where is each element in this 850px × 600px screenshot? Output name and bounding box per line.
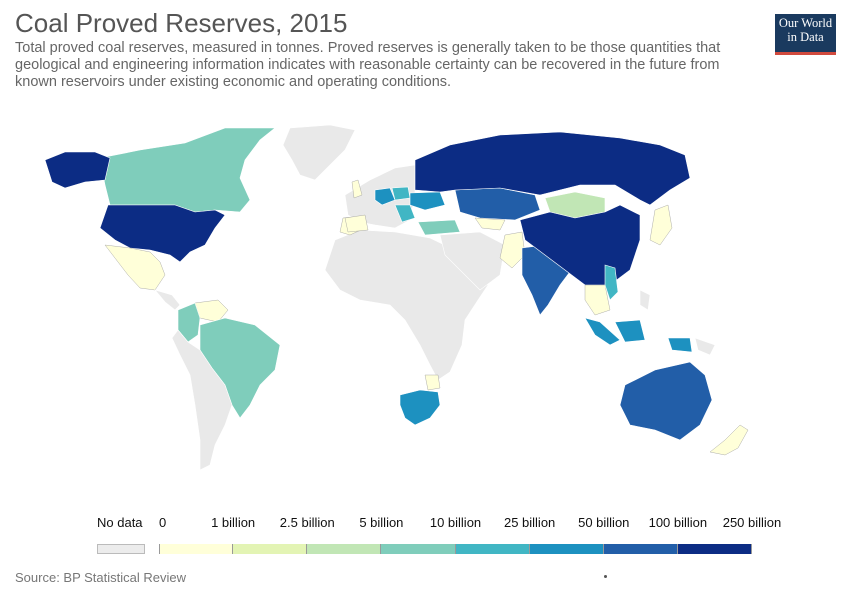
legend-color-bin[interactable]	[677, 544, 752, 554]
source-note[interactable]: Source: BP Statistical Review	[15, 570, 186, 585]
legend-color-bin[interactable]	[455, 544, 530, 554]
new-zealand-region[interactable]	[709, 424, 749, 456]
owid-logo[interactable]: Our World in Data	[775, 14, 836, 55]
legend-break-label: 1 billion	[211, 515, 256, 530]
china-region[interactable]	[519, 204, 641, 286]
legend-no-data-label: No data	[97, 515, 143, 530]
japan-region[interactable]	[649, 204, 673, 246]
canada-region[interactable]	[99, 127, 276, 213]
timeline-dot	[604, 575, 607, 578]
south-africa-region[interactable]	[399, 389, 441, 426]
south-america-other-region[interactable]	[171, 329, 233, 471]
vietnam-region[interactable]	[604, 264, 619, 301]
spain-region[interactable]	[344, 214, 369, 233]
turkey-region[interactable]	[417, 219, 461, 236]
mexico-region[interactable]	[104, 244, 166, 291]
legend-break-label: 50 billion	[578, 515, 630, 530]
color-legend: No data 0 1 billion 2.5 billion 5 billion 10…	[0, 510, 850, 560]
middle-east-region[interactable]	[439, 231, 506, 291]
africa-region[interactable]	[324, 229, 489, 381]
legend-color-bin[interactable]	[233, 544, 308, 554]
logo-line-1: Our World	[778, 16, 833, 30]
legend-color-bin[interactable]	[159, 544, 234, 554]
germany-region[interactable]	[374, 187, 396, 206]
united-states-region[interactable]	[99, 204, 226, 263]
russia-region[interactable]	[414, 131, 691, 206]
thailand-region[interactable]	[584, 284, 611, 316]
uzbekistan-region[interactable]	[474, 217, 506, 231]
indonesia-region[interactable]	[584, 317, 693, 353]
alaska-region[interactable]	[44, 151, 111, 189]
legend-break-label: 250 billion	[722, 515, 782, 530]
zimbabwe-region[interactable]	[424, 374, 441, 391]
chart-subtitle: Total proved coal reserves, measured in …	[15, 40, 721, 90]
legend-color-bin[interactable]	[307, 544, 382, 554]
ukraine-region[interactable]	[409, 191, 446, 211]
legend-color-bin[interactable]	[381, 544, 456, 554]
central-america-region[interactable]	[154, 289, 181, 311]
united-kingdom-region[interactable]	[351, 179, 363, 199]
legend-break-label: 2.5 billion	[279, 515, 335, 530]
legend-break-label: 25 billion	[503, 515, 556, 530]
legend-break-label: 100 billion	[648, 515, 708, 530]
legend-break-label: 10 billion	[429, 515, 482, 530]
legend-color-bin[interactable]	[529, 544, 604, 554]
australia-region[interactable]	[619, 361, 713, 441]
legend-no-data-swatch[interactable]	[97, 544, 145, 554]
world-map[interactable]	[0, 110, 850, 490]
legend-break-label: 0	[159, 515, 167, 530]
chart-title: Coal Proved Reserves, 2015	[15, 8, 348, 38]
poland-region[interactable]	[391, 186, 411, 201]
logo-line-2: in Data	[787, 30, 824, 44]
pakistan-region[interactable]	[499, 231, 526, 269]
legend-color-bin[interactable]	[603, 544, 678, 554]
balkans-region[interactable]	[394, 204, 416, 223]
greenland-region[interactable]	[282, 124, 356, 181]
legend-break-label: 5 billion	[359, 515, 404, 530]
oceania-islands-region[interactable]	[639, 289, 716, 356]
